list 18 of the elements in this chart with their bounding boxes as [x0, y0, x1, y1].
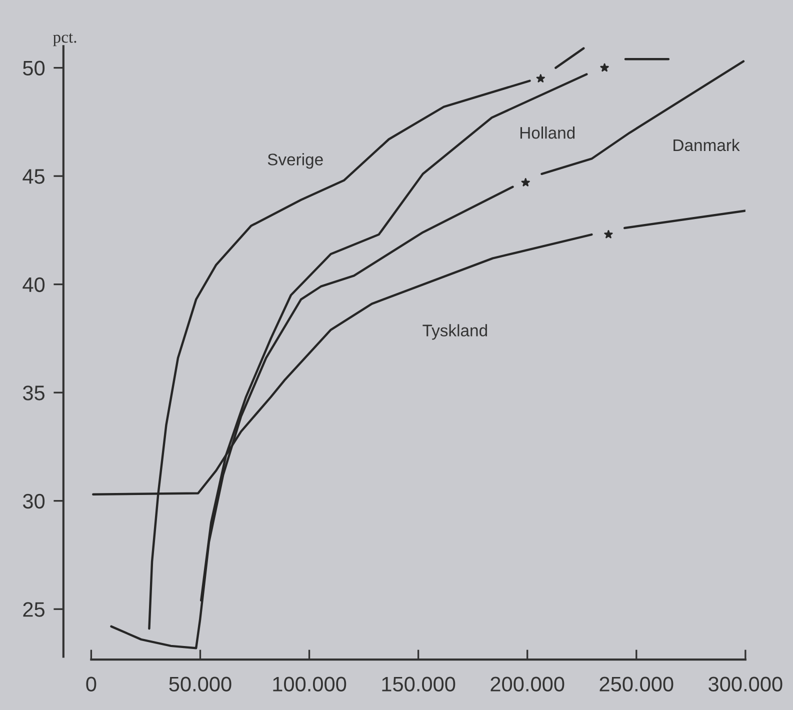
y-tick-label: 25: [23, 602, 44, 617]
series-label: Sverige: [268, 153, 323, 169]
y-tick-label: 30: [22, 494, 45, 509]
y-tick-label: 50: [23, 60, 45, 76]
x-tick-label: 150.000: [382, 676, 456, 692]
x-tick-label: 250.000: [600, 676, 674, 692]
x-tick-label: 300.000: [708, 676, 782, 692]
y-tick-label: 45: [22, 169, 44, 184]
x-tick-label: 200.000: [490, 676, 564, 692]
series-label: Holland: [520, 126, 575, 139]
text: Tyskland: [422, 324, 487, 340]
y-tick-label: 35: [22, 386, 44, 400]
y-axis-title: pct.: [53, 33, 76, 46]
series-label: Danmark: [674, 138, 740, 152]
x-tick-label: 100.000: [273, 676, 346, 692]
x-tick-label: 0: [86, 676, 96, 692]
x-tick-label: 50.000: [169, 676, 232, 692]
y-tick-label: 40: [22, 277, 45, 292]
